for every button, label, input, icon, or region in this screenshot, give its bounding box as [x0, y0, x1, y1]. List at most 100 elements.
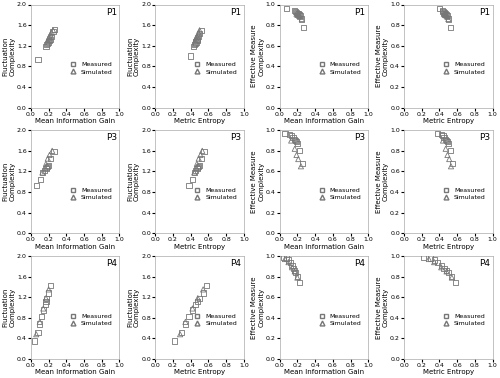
Legend: Measured, Simulated: Measured, Simulated: [438, 311, 488, 328]
Point: [446, 24, 454, 30]
Point: [296, 13, 304, 19]
Point: [44, 162, 52, 168]
Legend: Measured, Simulated: Measured, Simulated: [438, 186, 488, 202]
Point: [292, 152, 300, 158]
Point: [438, 8, 446, 14]
Point: [48, 30, 56, 36]
Point: [182, 321, 190, 327]
Point: [44, 287, 52, 293]
X-axis label: Metric Entropy: Metric Entropy: [423, 370, 474, 375]
X-axis label: Mean Information Gain: Mean Information Gain: [35, 118, 116, 124]
Legend: Measured, Simulated: Measured, Simulated: [189, 60, 239, 77]
Point: [445, 156, 453, 162]
Point: [46, 152, 54, 158]
Point: [190, 42, 198, 48]
Legend: Measured, Simulated: Measured, Simulated: [189, 186, 239, 202]
Point: [297, 163, 305, 169]
Point: [42, 44, 50, 50]
Point: [188, 307, 196, 313]
Point: [198, 155, 205, 161]
Point: [194, 298, 202, 304]
Point: [196, 295, 203, 301]
Point: [449, 160, 457, 166]
Point: [294, 12, 302, 18]
Point: [290, 268, 298, 274]
Point: [292, 138, 300, 144]
Point: [288, 264, 296, 270]
Point: [38, 169, 46, 175]
Point: [40, 167, 48, 174]
Y-axis label: Fluctuation
Complexity: Fluctuation Complexity: [127, 36, 140, 76]
Point: [188, 176, 196, 182]
Point: [193, 161, 201, 167]
Text: P3: P3: [106, 133, 117, 142]
Point: [294, 141, 302, 147]
Point: [442, 138, 450, 144]
Point: [46, 31, 54, 37]
Point: [194, 30, 202, 36]
Point: [198, 148, 206, 154]
Text: P4: P4: [479, 259, 490, 268]
Point: [430, 257, 438, 263]
Point: [44, 40, 52, 46]
Point: [43, 164, 51, 170]
Y-axis label: Fluctuation
Complexity: Fluctuation Complexity: [2, 162, 16, 201]
Point: [440, 11, 448, 17]
Point: [444, 14, 452, 20]
Point: [194, 33, 202, 39]
Text: P1: P1: [106, 8, 117, 17]
Y-axis label: Effective Measure
Complexity: Effective Measure Complexity: [376, 276, 388, 339]
Point: [40, 305, 48, 311]
Point: [288, 262, 296, 268]
Point: [284, 259, 292, 265]
Point: [44, 155, 52, 161]
Point: [193, 37, 201, 43]
Point: [46, 37, 54, 43]
Point: [44, 37, 52, 43]
Point: [441, 11, 449, 17]
Point: [292, 11, 300, 17]
Point: [200, 149, 208, 155]
Legend: Measured, Simulated: Measured, Simulated: [64, 60, 114, 77]
Point: [194, 155, 202, 161]
Point: [34, 329, 42, 335]
Point: [295, 12, 303, 18]
Point: [298, 160, 306, 166]
Point: [447, 163, 455, 169]
Y-axis label: Effective Measure
Complexity: Effective Measure Complexity: [251, 25, 264, 87]
Point: [281, 256, 289, 262]
Point: [287, 132, 295, 138]
Point: [452, 280, 460, 286]
Point: [289, 135, 297, 141]
Text: P1: P1: [230, 8, 241, 17]
Point: [186, 53, 194, 59]
Point: [185, 182, 193, 188]
Y-axis label: Effective Measure
Complexity: Effective Measure Complexity: [251, 276, 264, 339]
Point: [48, 148, 56, 154]
Legend: Measured, Simulated: Measured, Simulated: [314, 60, 364, 77]
Point: [287, 138, 295, 144]
Point: [441, 12, 449, 18]
Point: [439, 138, 447, 144]
Point: [43, 295, 51, 301]
Point: [38, 169, 46, 175]
Point: [34, 57, 42, 63]
Point: [171, 338, 179, 344]
Point: [444, 16, 452, 22]
Text: P3: P3: [354, 133, 366, 142]
Point: [194, 295, 202, 301]
Point: [442, 268, 450, 274]
Point: [196, 152, 204, 158]
Point: [434, 130, 442, 136]
Point: [199, 290, 207, 296]
Text: P4: P4: [354, 259, 366, 268]
Point: [199, 287, 207, 293]
X-axis label: Mean Information Gain: Mean Information Gain: [35, 370, 116, 375]
Point: [442, 11, 450, 17]
Point: [298, 16, 306, 22]
Point: [194, 163, 202, 169]
Point: [286, 131, 294, 137]
Point: [295, 148, 303, 154]
Point: [296, 14, 304, 20]
Point: [194, 37, 202, 43]
